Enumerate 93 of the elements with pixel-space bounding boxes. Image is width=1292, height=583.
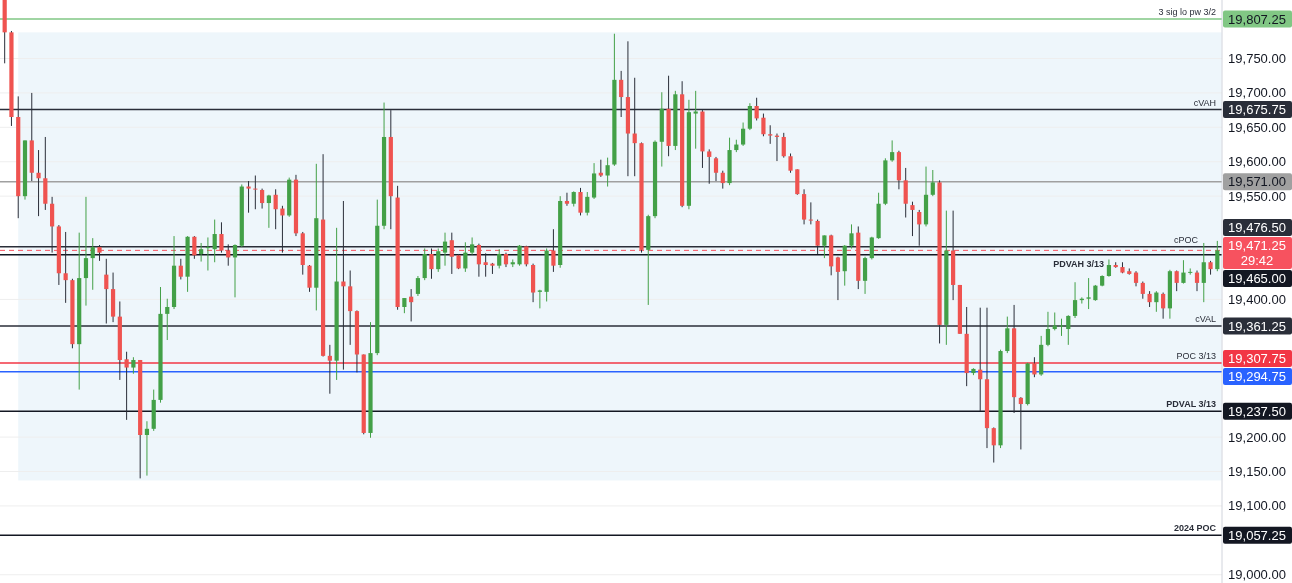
candlestick: [415, 275, 421, 297]
y-tick-label: 19,000.00: [1228, 567, 1286, 583]
candlestick: [232, 243, 238, 298]
text: 19,294.75: [1228, 368, 1286, 384]
candlestick: [903, 167, 908, 219]
candlestick: [36, 149, 41, 217]
y-tick-label: 19,750.00: [1228, 51, 1286, 67]
candlestick: [1005, 316, 1010, 354]
text: 19,476.50: [1228, 220, 1286, 236]
candlestick: [144, 420, 150, 477]
candlestick: [1194, 270, 1200, 292]
y-tick-label: 19,400.00: [1228, 291, 1286, 307]
text: 19,361.25: [1228, 318, 1286, 334]
candlestick: [890, 139, 895, 163]
candlestick: [578, 187, 583, 216]
y-tick-label: 19,600.00: [1228, 154, 1286, 170]
candlestick: [862, 256, 868, 295]
candlestick: [707, 148, 712, 185]
text: 19,807.25: [1228, 11, 1286, 27]
candlestick: [442, 232, 448, 267]
candlestick: [781, 132, 786, 159]
y-tick-label: 19,100.00: [1228, 498, 1286, 514]
candlestick: [713, 156, 719, 182]
candlestick: [83, 196, 89, 307]
candlestick: [1032, 356, 1037, 378]
y-tick-label: 19,200.00: [1228, 429, 1286, 445]
ref-line-label: PDVAL 3/13: [1166, 399, 1216, 410]
y-tick-label: 19,150.00: [1228, 464, 1286, 480]
candlestick: [585, 191, 590, 216]
y-tick-label: 19,700.00: [1228, 85, 1286, 101]
text: 29:42: [1240, 252, 1274, 268]
candlestick: [212, 219, 217, 263]
candlestick: [165, 298, 170, 341]
text: 19,675.75: [1228, 102, 1286, 118]
candlestick: [747, 102, 752, 131]
candlestick: [253, 175, 258, 210]
candlestick: [849, 223, 854, 249]
candlestick: [1059, 318, 1064, 337]
candlestick: [246, 180, 251, 214]
candlestick: [517, 244, 522, 267]
candlestick: [205, 236, 211, 272]
candlestick: [991, 426, 996, 464]
candlestick: [1201, 242, 1206, 303]
candlestick: [1086, 277, 1091, 310]
ref-line-label: cPOC: [1173, 234, 1199, 245]
candlestick: [483, 252, 488, 278]
candlestick: [436, 247, 441, 273]
candlestick: [822, 234, 827, 259]
ref-line-label: 2024 POC: [1173, 523, 1217, 534]
y-tick-label: 19,650.00: [1228, 119, 1286, 135]
candlestick: [1066, 314, 1071, 346]
ref-line-label: cVAH: [1193, 97, 1216, 108]
candlestick: [497, 248, 502, 269]
candlestick: [741, 122, 746, 147]
y-tick-label: 19,550.00: [1228, 188, 1286, 204]
candlestick: [1018, 396, 1023, 450]
candlestick: [930, 169, 935, 197]
text: 19,571.00: [1228, 174, 1286, 190]
candlestick: [1181, 259, 1186, 285]
candlestick: [1215, 240, 1220, 272]
candlestick: [788, 152, 793, 174]
candlestick: [327, 344, 332, 395]
candlestick: [463, 241, 468, 273]
candlestick: [808, 201, 813, 225]
candlestick: [1188, 267, 1193, 276]
candlestick: [199, 242, 204, 263]
text: 19,057.25: [1228, 527, 1286, 543]
text: 19,307.75: [1228, 350, 1286, 366]
candlestick: [266, 194, 271, 229]
ref-line-label: 3 sig lo pw 3/2: [1158, 7, 1216, 18]
ref-line-label: PDVAH 3/13: [1053, 258, 1104, 269]
candlestick: [307, 264, 312, 293]
candlestick: [835, 256, 841, 301]
text: 19,465.00: [1228, 271, 1286, 287]
candlestick: [768, 124, 773, 145]
candlestick: [1161, 292, 1166, 320]
candlestick: [1072, 281, 1078, 319]
candlestick: [910, 201, 915, 237]
candlestick: [178, 258, 183, 280]
candlestick: [90, 237, 95, 291]
text: 19,237.50: [1228, 403, 1286, 419]
ref-line-label: POC 3/13: [1176, 350, 1216, 361]
ref-line-label: cVAL: [1195, 314, 1216, 325]
candlestick: [605, 157, 610, 188]
candlestick: [124, 351, 129, 421]
candlestick: [470, 236, 475, 256]
candlestick: [564, 192, 570, 207]
candlestick: [260, 188, 265, 210]
candlestick: [761, 113, 766, 137]
candlestick: [1045, 311, 1051, 347]
text: 19,471.25: [1228, 238, 1286, 254]
candlestick: [273, 188, 278, 230]
candlestick: [1154, 290, 1159, 313]
